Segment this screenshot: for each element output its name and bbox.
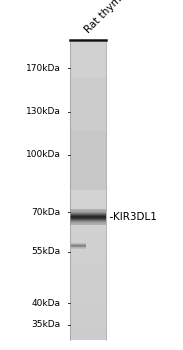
Text: Rat thymus: Rat thymus — [83, 0, 132, 35]
Text: 35kDa: 35kDa — [31, 321, 60, 329]
Text: KIR3DL1: KIR3DL1 — [113, 212, 157, 222]
Text: 130kDa: 130kDa — [25, 107, 60, 117]
Text: 100kDa: 100kDa — [25, 150, 60, 159]
Text: 40kDa: 40kDa — [31, 299, 60, 308]
Text: 70kDa: 70kDa — [31, 208, 60, 217]
Text: 55kDa: 55kDa — [31, 247, 60, 256]
Text: 170kDa: 170kDa — [25, 64, 60, 73]
